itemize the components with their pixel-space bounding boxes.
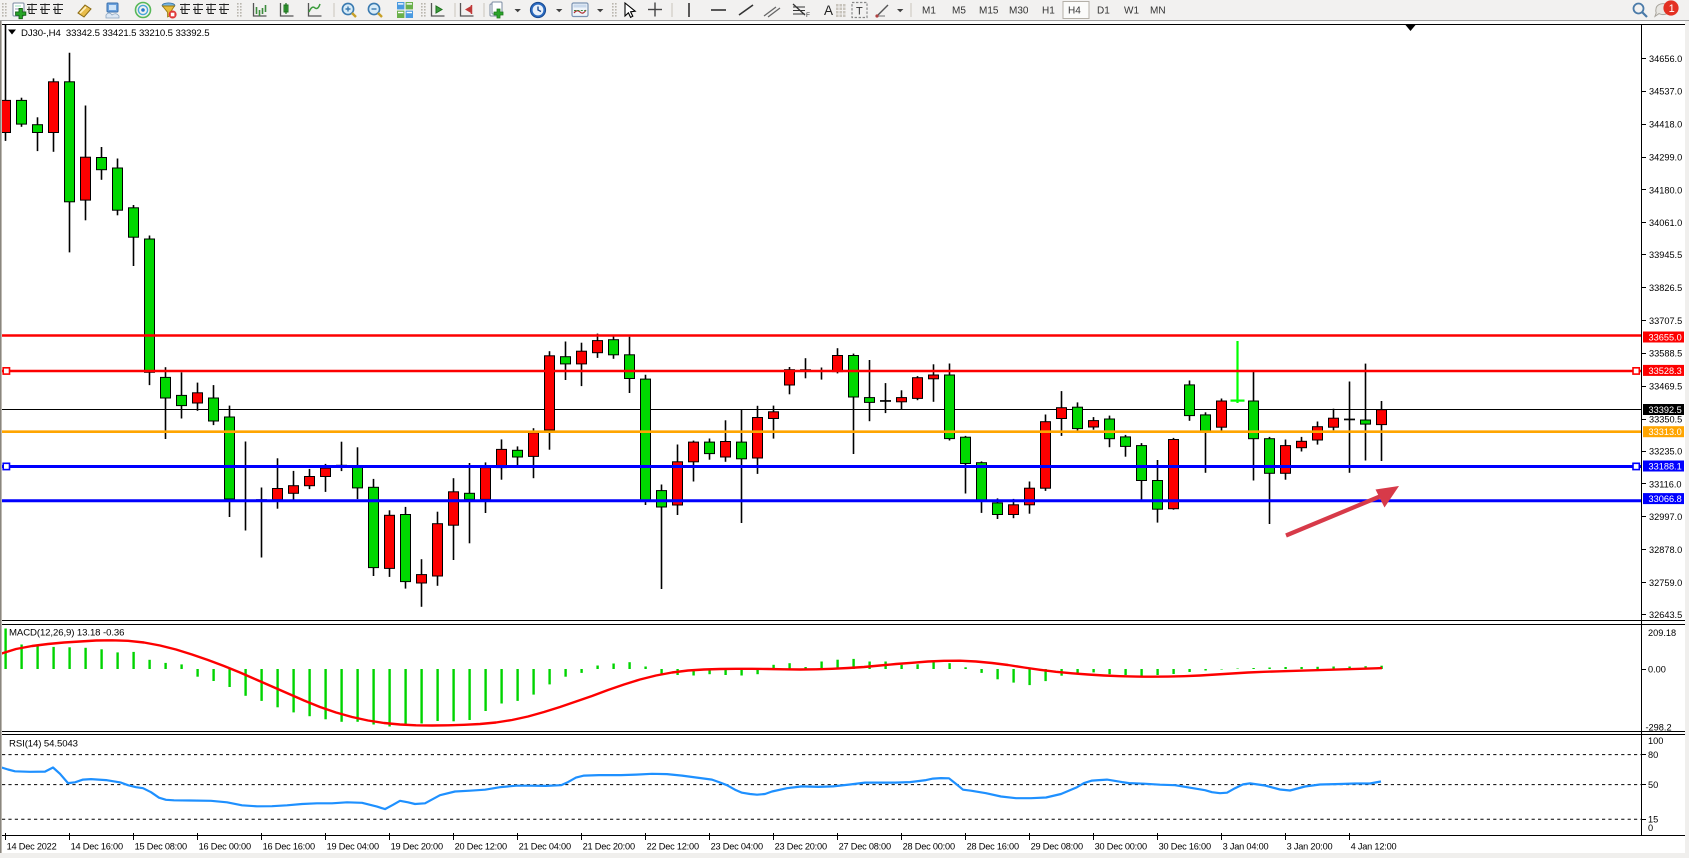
svg-text:30 Dec 00:00: 30 Dec 00:00 (1095, 842, 1147, 852)
svg-text:34537.0: 34537.0 (1649, 87, 1682, 97)
svg-text:H4: H4 (1068, 6, 1081, 17)
svg-text:33066.8: 33066.8 (1649, 494, 1682, 504)
svg-text:209.18: 209.18 (1648, 628, 1676, 638)
svg-text:30 Dec 16:00: 30 Dec 16:00 (1159, 842, 1211, 852)
svg-text:3 Jan 20:00: 3 Jan 20:00 (1287, 842, 1333, 852)
svg-text:34418.0: 34418.0 (1649, 120, 1682, 130)
svg-text:21 Dec 20:00: 21 Dec 20:00 (583, 842, 635, 852)
svg-text:33945.5: 33945.5 (1649, 250, 1682, 260)
svg-text:23 Dec 20:00: 23 Dec 20:00 (775, 842, 827, 852)
svg-text:33655.0: 33655.0 (1649, 332, 1682, 342)
svg-text:32759.0: 32759.0 (1649, 578, 1682, 588)
svg-text:MACD(12,26,9) 13.18 -0.36: MACD(12,26,9) 13.18 -0.36 (9, 628, 124, 639)
svg-text:33116.0: 33116.0 (1649, 479, 1682, 489)
svg-text:33313.0: 33313.0 (1649, 427, 1682, 437)
svg-text:T: T (856, 6, 863, 18)
svg-text:34061.0: 34061.0 (1649, 218, 1682, 228)
svg-text:21 Dec 04:00: 21 Dec 04:00 (519, 842, 571, 852)
svg-text:15: 15 (1648, 815, 1658, 825)
svg-text:RSI(14) 54.5043: RSI(14) 54.5043 (9, 739, 78, 750)
svg-text:19 Dec 20:00: 19 Dec 20:00 (391, 842, 443, 852)
svg-text:34299.0: 34299.0 (1649, 152, 1682, 162)
svg-text:16 Dec 16:00: 16 Dec 16:00 (263, 842, 315, 852)
svg-text:33235.0: 33235.0 (1649, 446, 1682, 456)
svg-text:32878.0: 32878.0 (1649, 545, 1682, 555)
svg-text:14 Dec 16:00: 14 Dec 16:00 (71, 842, 123, 852)
svg-text:DJ30-,H4 33342.5 33421.5 3321: DJ30-,H4 33342.5 33421.5 33210.5 33392.5 (21, 28, 209, 39)
svg-text:M1: M1 (922, 6, 936, 17)
svg-text:M30: M30 (1009, 6, 1029, 17)
svg-text:4 Jan 12:00: 4 Jan 12:00 (1351, 842, 1397, 852)
svg-text:28 Dec 00:00: 28 Dec 00:00 (903, 842, 955, 852)
svg-text:22 Dec 12:00: 22 Dec 12:00 (647, 842, 699, 852)
svg-text:50: 50 (1648, 780, 1658, 790)
svg-text:33350.5: 33350.5 (1649, 415, 1682, 425)
svg-text:27 Dec 08:00: 27 Dec 08:00 (839, 842, 891, 852)
svg-text:32643.5: 32643.5 (1649, 610, 1682, 620)
svg-text:MN: MN (1150, 6, 1166, 17)
svg-text:W1: W1 (1124, 6, 1139, 17)
svg-text:0: 0 (1648, 823, 1653, 833)
svg-text:20 Dec 12:00: 20 Dec 12:00 (455, 842, 507, 852)
svg-text:34180.0: 34180.0 (1649, 185, 1682, 195)
svg-text:D1: D1 (1097, 6, 1110, 17)
svg-text:33826.5: 33826.5 (1649, 283, 1682, 293)
svg-text:-298.2: -298.2 (1646, 723, 1672, 733)
svg-text:80: 80 (1648, 750, 1658, 760)
svg-text:100: 100 (1648, 736, 1663, 746)
svg-text:H1: H1 (1042, 6, 1055, 17)
svg-text:34656.0: 34656.0 (1649, 54, 1682, 64)
svg-text:A: A (824, 3, 833, 18)
svg-text:19 Dec 04:00: 19 Dec 04:00 (327, 842, 379, 852)
svg-text:33588.5: 33588.5 (1649, 349, 1682, 359)
svg-text:23 Dec 04:00: 23 Dec 04:00 (711, 842, 763, 852)
svg-text:F: F (806, 12, 810, 19)
svg-text:1: 1 (1669, 3, 1675, 15)
svg-text:0.00: 0.00 (1648, 664, 1666, 674)
svg-text:3 Jan 04:00: 3 Jan 04:00 (1223, 842, 1269, 852)
svg-text:15 Dec 08:00: 15 Dec 08:00 (135, 842, 187, 852)
svg-text:33392.5: 33392.5 (1649, 405, 1682, 415)
svg-text:29 Dec 08:00: 29 Dec 08:00 (1031, 842, 1083, 852)
svg-text:14 Dec 2022: 14 Dec 2022 (7, 842, 57, 852)
svg-text:32997.0: 32997.0 (1649, 512, 1682, 522)
svg-text:33469.5: 33469.5 (1649, 382, 1682, 392)
svg-text:M15: M15 (979, 6, 999, 17)
svg-text:33707.5: 33707.5 (1649, 316, 1682, 326)
svg-text:33528.3: 33528.3 (1649, 366, 1682, 376)
svg-text:16 Dec 00:00: 16 Dec 00:00 (199, 842, 251, 852)
svg-text:33188.1: 33188.1 (1649, 461, 1682, 471)
svg-text:M5: M5 (952, 6, 966, 17)
svg-text:28 Dec 16:00: 28 Dec 16:00 (967, 842, 1019, 852)
